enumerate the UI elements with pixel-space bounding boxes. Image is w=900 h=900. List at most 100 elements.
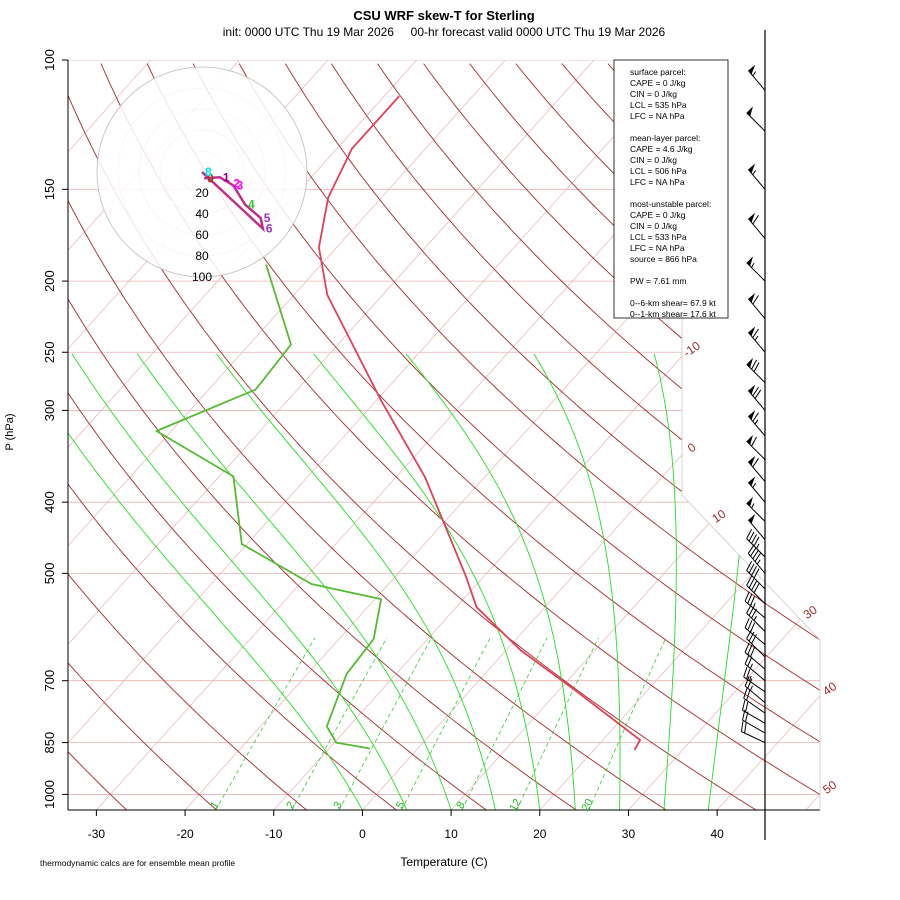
barb-feather (745, 701, 749, 713)
barb-staff (747, 70, 766, 91)
barb-feather (746, 529, 753, 539)
x-tick-label: -20 (176, 827, 194, 841)
temperature-line (318, 95, 641, 751)
stats-line: LCL = 535 hPa (630, 100, 687, 110)
dry-adiabat (68, 63, 577, 810)
hodograph-ring-label: 80 (195, 249, 209, 263)
barb-feather (751, 608, 757, 619)
hodograph-label: 1 (223, 170, 230, 184)
barb-feather (751, 634, 757, 644)
barb-feather (748, 606, 755, 616)
barb-feather (741, 699, 746, 711)
moist-adiabat (216, 353, 496, 810)
stats-line: CIN = 0 J/kg (630, 221, 677, 231)
wind-barb (747, 410, 766, 437)
mixing-ratio-line (461, 637, 548, 810)
x-tick-label: 20 (533, 827, 547, 841)
barb-feather (752, 386, 759, 397)
moist-adiabat (71, 353, 408, 810)
barb-half (756, 543, 760, 549)
barb-feather (748, 578, 755, 589)
barb-half (752, 71, 757, 77)
barb-feather (748, 631, 755, 642)
barb-half (749, 685, 753, 691)
barb-half (754, 335, 759, 341)
barb-feather (752, 458, 759, 468)
barb-staff (746, 612, 766, 632)
stats-line: LCL = 533 hPa (630, 232, 687, 242)
barb-feather (747, 678, 753, 689)
wind-barb (743, 688, 766, 714)
mixing-ratio-label: 1 (208, 800, 221, 811)
barb-feather (747, 593, 753, 604)
barb-feather (746, 629, 753, 639)
stats-line: LFC = NA hPa (630, 243, 685, 253)
barb-staff (741, 731, 766, 744)
isotherm (628, 60, 820, 810)
y-tick-label: 150 (42, 178, 57, 200)
diagram-background (68, 60, 820, 810)
barb-staff (744, 600, 766, 619)
wind-barb (746, 256, 766, 282)
barb-half (752, 482, 757, 488)
barb-feather (746, 561, 753, 571)
barb-staff (747, 169, 766, 190)
stats-line: source = 866 hPa (630, 254, 697, 264)
barb-feather (741, 709, 746, 721)
y-tick-label: 300 (42, 400, 57, 422)
barb-half (751, 262, 755, 268)
wind-barb (746, 434, 766, 460)
barb-feather (743, 688, 748, 699)
barb-feather (747, 656, 753, 667)
barb-feather (744, 654, 750, 665)
stats-line: mean-layer parcel: (630, 133, 700, 143)
barb-staff (742, 719, 766, 734)
stats-line: CAPE = 0 J/kg (630, 78, 686, 88)
barb-pennant (748, 212, 756, 223)
chart-subtitle: init: 0000 UTC Thu 19 Mar 2026 00-hr for… (223, 25, 666, 39)
barb-half (754, 419, 759, 425)
barb-feather (752, 549, 759, 560)
x-tick-label: -10 (265, 827, 283, 841)
moist-adiabat (533, 353, 621, 810)
stats-line: PW = 7.61 mm (630, 276, 686, 286)
barb-feather (744, 618, 750, 629)
moist-adiabat (405, 353, 576, 810)
barb-pennant (748, 410, 756, 420)
barb-feather (753, 568, 760, 579)
barb-staff (747, 332, 766, 353)
barb-feather (751, 359, 757, 370)
moist-adiabat (653, 353, 677, 810)
barb-feather (744, 591, 750, 602)
mixing-ratio-line (291, 637, 388, 810)
y-tick-label: 250 (42, 341, 57, 363)
wind-barb (743, 666, 766, 693)
x-tick-label: 30 (622, 827, 636, 841)
y-axis-label: P (hPa) (4, 413, 16, 450)
stats-frame (613, 59, 729, 319)
x-tick-label: -30 (88, 827, 106, 841)
mixing-ratio-line (588, 637, 667, 810)
isotherm (68, 60, 683, 810)
moist-adiabat (313, 353, 541, 810)
mixing-ratio-label: 20 (579, 797, 596, 814)
barb-feather (751, 580, 757, 591)
chart-title: CSU WRF skew-T for Sterling (353, 8, 534, 23)
barb-feather (748, 563, 755, 574)
barb-pennant (748, 292, 756, 303)
dry-adiabat (68, 63, 397, 810)
isotherm (68, 60, 595, 810)
dry-adiabat (68, 63, 307, 810)
barb-pennant (746, 496, 753, 507)
barb-pennant (748, 476, 756, 487)
y-tick-label: 700 (42, 670, 57, 692)
wind-barb (746, 496, 766, 522)
mixing-ratio-label: 8 (454, 800, 467, 811)
wind-barb (747, 476, 766, 503)
stats-line: CAPE = 4.6 J/kg (630, 144, 693, 154)
y-tick-label: 500 (42, 562, 57, 584)
barb-feather (752, 214, 759, 225)
barb-staff (743, 697, 766, 714)
